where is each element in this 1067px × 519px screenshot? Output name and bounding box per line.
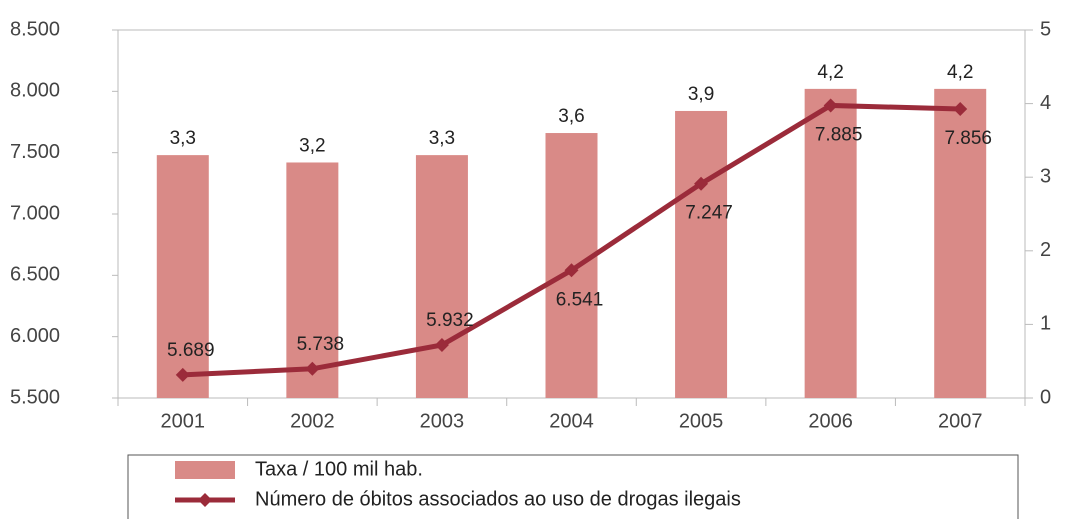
marker	[823, 98, 838, 113]
marker	[564, 263, 579, 278]
line-label: 7.856	[944, 128, 992, 149]
y-tick-label: 7.000	[10, 202, 60, 224]
legend-marker	[198, 493, 212, 507]
bar-label: 3,9	[688, 84, 714, 105]
legend-box	[127, 454, 1019, 519]
marker	[953, 101, 968, 116]
bar	[675, 110, 728, 399]
y-tick-label: 6.000	[10, 325, 60, 347]
bar-label: 4,2	[817, 62, 843, 83]
line-label: 7.247	[685, 203, 733, 224]
y2-tick-label: 3	[1040, 165, 1051, 187]
y2-tick-label: 5	[1040, 18, 1051, 40]
x-tick-label: 2006	[808, 410, 853, 432]
line-label: 7.885	[815, 124, 863, 145]
y-tick-label: 8.000	[10, 80, 60, 102]
y2-tick-label: 4	[1040, 92, 1051, 114]
bar-label: 3,3	[429, 128, 455, 149]
bar-label: 3,2	[299, 135, 325, 156]
line-label: 6.541	[556, 289, 604, 310]
bar-label: 3,3	[170, 128, 196, 149]
x-tick-label: 2007	[938, 410, 983, 432]
x-tick-label: 2004	[549, 410, 594, 432]
bar	[804, 88, 857, 398]
y-tick-label: 6.500	[10, 264, 60, 286]
x-tick-label: 2001	[161, 410, 206, 432]
bar	[934, 88, 987, 398]
marker	[305, 361, 320, 376]
y-tick-label: 7.500	[10, 141, 60, 163]
line-label: 5.738	[297, 334, 345, 355]
legend-swatch	[175, 461, 235, 479]
bar-label: 4,2	[947, 62, 973, 83]
legend-label: Número de óbitos associados ao uso de dr…	[255, 488, 741, 510]
y-tick-label: 5.500	[10, 386, 60, 408]
marker	[694, 176, 709, 191]
bar	[415, 155, 468, 398]
x-tick-label: 2005	[679, 410, 724, 432]
x-tick-label: 2002	[290, 410, 335, 432]
bar-label: 3,6	[558, 106, 584, 127]
bar	[156, 155, 209, 398]
y-tick-label: 8.500	[10, 18, 60, 40]
y2-tick-label: 2	[1040, 239, 1051, 261]
x-tick-label: 2003	[420, 410, 465, 432]
y2-tick-label: 1	[1040, 313, 1051, 335]
line-label: 5.932	[426, 310, 474, 331]
bar	[286, 162, 339, 398]
legend-label: Taxa / 100 mil hab.	[255, 458, 423, 480]
marker	[175, 367, 190, 382]
marker	[434, 338, 449, 353]
line-label: 5.689	[167, 340, 215, 361]
y2-tick-label: 0	[1040, 386, 1051, 408]
